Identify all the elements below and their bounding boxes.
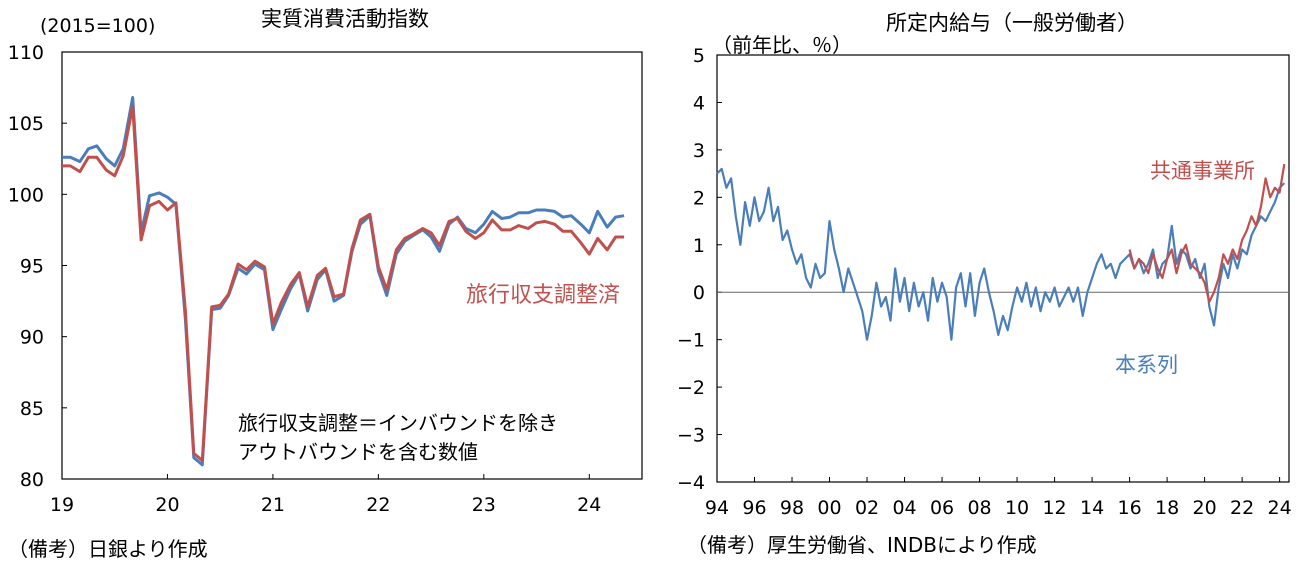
- right-y-tick-label: 0: [693, 282, 705, 304]
- left-y-tick-label: 90: [20, 327, 44, 349]
- right-x-tick-label: 04: [892, 497, 916, 519]
- left-y-tick-label: 105: [8, 113, 44, 135]
- left-x-tick-label: 21: [261, 494, 285, 516]
- right-series-label-main: 本系列: [1115, 353, 1178, 377]
- left-x-tick-label: 20: [155, 494, 179, 516]
- left-y-tick-label: 95: [20, 256, 44, 278]
- right-x-tick-label: 10: [1005, 497, 1029, 519]
- right-x-tick-label: 96: [742, 497, 766, 519]
- right-x-tick-label: 22: [1230, 497, 1254, 519]
- left-chart-title: 実質消費活動指数: [261, 7, 429, 31]
- left-y-tick-label: 80: [20, 469, 44, 491]
- left-series-line-blue: [62, 96, 625, 467]
- right-y-axis: −4 −3 −2 −1 0 1 2 3 4 5: [677, 45, 722, 494]
- right-y-tick-label: −1: [677, 330, 705, 352]
- right-y-tick-label: 2: [693, 187, 705, 209]
- right-plot-frame: [716, 54, 1290, 483]
- left-source-note: （備考）日銀より作成: [8, 537, 208, 561]
- right-y-tick-label: 4: [693, 92, 705, 114]
- left-series-line-red: [62, 104, 625, 462]
- left-unit-label: (2015=100): [40, 15, 155, 37]
- left-x-tick-label: 24: [577, 494, 601, 516]
- right-x-tick-label: 18: [1155, 497, 1179, 519]
- left-chart: (2015=100) 実質消費活動指数 80 85 90 95 100 105 110 19…: [8, 7, 643, 561]
- right-unit-label: （前年比、％）: [712, 33, 852, 57]
- right-source-note: （備考）厚生労働省、INDBにより作成: [687, 533, 1037, 557]
- right-y-tick-label: −2: [677, 377, 705, 399]
- left-x-tick-label: 23: [472, 494, 496, 516]
- right-y-tick-label: 1: [693, 235, 705, 257]
- right-x-axis: 94 96 98 00 02 04 06 08 10 12 14 16 18 20 22 24: [705, 477, 1292, 519]
- left-y-tick-label: 100: [8, 184, 44, 206]
- right-series-line-red: [1128, 163, 1286, 303]
- right-x-tick-label: 24: [1268, 497, 1292, 519]
- right-y-tick-label: −4: [677, 472, 705, 494]
- right-x-tick-label: 98: [780, 497, 804, 519]
- right-x-tick-label: 14: [1080, 497, 1104, 519]
- left-series-lines: [62, 96, 625, 467]
- right-series-line-blue: [716, 167, 1286, 341]
- right-chart-title: 所定内給与（一般労働者）: [886, 11, 1138, 35]
- right-x-tick-label: 16: [1117, 497, 1141, 519]
- right-x-tick-label: 00: [817, 497, 841, 519]
- left-y-axis: 80 85 90 95 100 105 110: [8, 42, 67, 491]
- left-annotation-line-2: アウトバウンドを含む数値: [238, 440, 478, 464]
- right-x-tick-label: 08: [967, 497, 991, 519]
- left-y-tick-label: 85: [20, 398, 44, 420]
- right-y-tick-label: 5: [693, 45, 705, 67]
- right-x-tick-label: 20: [1193, 497, 1217, 519]
- left-y-tick-label: 110: [8, 42, 44, 64]
- left-x-tick-label: 19: [50, 494, 74, 516]
- left-annotation-line-1: 旅行収支調整＝インバウンドを除き: [238, 411, 558, 435]
- left-plot-frame: [61, 51, 643, 480]
- right-x-tick-label: 02: [855, 497, 879, 519]
- left-x-tick-label: 22: [366, 494, 390, 516]
- right-x-tick-label: 94: [705, 497, 729, 519]
- right-series-label-common: 共通事業所: [1150, 159, 1255, 183]
- right-series-lines: [716, 163, 1286, 341]
- right-y-tick-label: −3: [677, 425, 705, 447]
- right-x-tick-label: 12: [1042, 497, 1066, 519]
- right-y-tick-label: 3: [693, 140, 705, 162]
- left-x-axis: 19 20 21 22 23 24: [50, 474, 601, 516]
- right-x-tick-label: 06: [930, 497, 954, 519]
- left-series-label: 旅行収支調整済: [466, 283, 620, 308]
